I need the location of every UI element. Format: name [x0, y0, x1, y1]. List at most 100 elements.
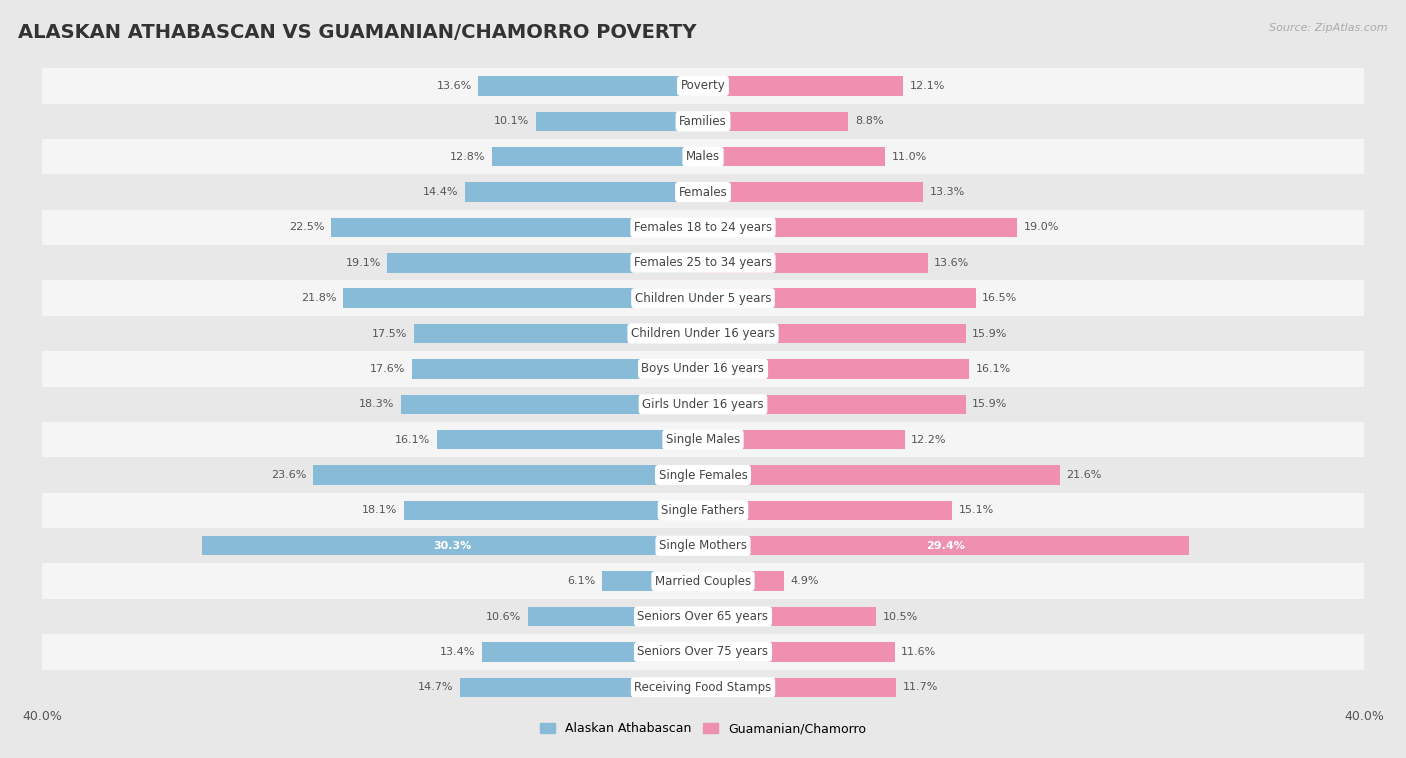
Text: 29.4%: 29.4% — [927, 540, 966, 551]
FancyBboxPatch shape — [10, 387, 1396, 422]
Text: 18.1%: 18.1% — [361, 506, 398, 515]
Text: 6.1%: 6.1% — [568, 576, 596, 586]
FancyBboxPatch shape — [10, 139, 1396, 174]
Bar — [482, 642, 703, 662]
Text: 15.1%: 15.1% — [959, 506, 994, 515]
Text: Single Fathers: Single Fathers — [661, 504, 745, 517]
Text: 19.0%: 19.0% — [1024, 222, 1059, 233]
Text: 18.3%: 18.3% — [359, 399, 394, 409]
Text: Females 25 to 34 years: Females 25 to 34 years — [634, 256, 772, 269]
Text: 11.0%: 11.0% — [891, 152, 927, 161]
Bar — [460, 678, 703, 697]
Text: 16.1%: 16.1% — [395, 434, 430, 445]
Bar — [703, 642, 894, 662]
FancyBboxPatch shape — [10, 280, 1396, 316]
Bar — [401, 394, 703, 414]
Bar — [703, 536, 1188, 556]
Text: 4.9%: 4.9% — [790, 576, 820, 586]
FancyBboxPatch shape — [10, 422, 1396, 457]
Text: 14.7%: 14.7% — [418, 682, 454, 692]
FancyBboxPatch shape — [10, 528, 1396, 563]
Text: 10.1%: 10.1% — [495, 116, 530, 127]
FancyBboxPatch shape — [10, 245, 1396, 280]
Legend: Alaskan Athabascan, Guamanian/Chamorro: Alaskan Athabascan, Guamanian/Chamorro — [534, 717, 872, 740]
Bar — [703, 678, 896, 697]
Bar — [703, 572, 785, 591]
Text: 8.8%: 8.8% — [855, 116, 883, 127]
FancyBboxPatch shape — [10, 210, 1396, 245]
FancyBboxPatch shape — [10, 669, 1396, 705]
Bar — [478, 77, 703, 96]
Bar — [703, 465, 1060, 485]
Text: 12.1%: 12.1% — [910, 81, 945, 91]
Bar — [602, 572, 703, 591]
Bar — [412, 359, 703, 379]
FancyBboxPatch shape — [10, 316, 1396, 351]
Text: 15.9%: 15.9% — [973, 328, 1008, 339]
FancyBboxPatch shape — [10, 174, 1396, 210]
Text: Boys Under 16 years: Boys Under 16 years — [641, 362, 765, 375]
Bar — [388, 253, 703, 273]
Bar — [437, 430, 703, 449]
Bar — [527, 607, 703, 626]
Bar — [536, 111, 703, 131]
Bar — [465, 183, 703, 202]
Bar — [703, 253, 928, 273]
Bar — [703, 111, 848, 131]
Bar — [703, 218, 1017, 237]
Text: Children Under 16 years: Children Under 16 years — [631, 327, 775, 340]
Text: 12.2%: 12.2% — [911, 434, 946, 445]
FancyBboxPatch shape — [10, 599, 1396, 634]
Text: Receiving Food Stamps: Receiving Food Stamps — [634, 681, 772, 694]
Text: Seniors Over 65 years: Seniors Over 65 years — [637, 610, 769, 623]
Bar — [703, 501, 952, 520]
Text: 23.6%: 23.6% — [271, 470, 307, 480]
Text: 17.5%: 17.5% — [373, 328, 408, 339]
Text: Single Females: Single Females — [658, 468, 748, 481]
Text: Females 18 to 24 years: Females 18 to 24 years — [634, 221, 772, 234]
Bar — [703, 147, 884, 167]
FancyBboxPatch shape — [10, 634, 1396, 669]
Bar — [492, 147, 703, 167]
Bar — [703, 288, 976, 308]
Text: Single Males: Single Males — [666, 433, 740, 446]
FancyBboxPatch shape — [10, 493, 1396, 528]
FancyBboxPatch shape — [10, 457, 1396, 493]
Bar — [703, 77, 903, 96]
Text: 19.1%: 19.1% — [346, 258, 381, 268]
Text: 12.8%: 12.8% — [450, 152, 485, 161]
Text: 16.5%: 16.5% — [983, 293, 1018, 303]
Text: 14.4%: 14.4% — [423, 187, 458, 197]
Bar — [314, 465, 703, 485]
Text: 30.3%: 30.3% — [433, 540, 472, 551]
Text: ALASKAN ATHABASCAN VS GUAMANIAN/CHAMORRO POVERTY: ALASKAN ATHABASCAN VS GUAMANIAN/CHAMORRO… — [18, 23, 697, 42]
Text: 16.1%: 16.1% — [976, 364, 1011, 374]
Bar — [404, 501, 703, 520]
Text: Families: Families — [679, 114, 727, 128]
Bar — [343, 288, 703, 308]
Bar — [703, 430, 904, 449]
Text: 17.6%: 17.6% — [370, 364, 405, 374]
Bar — [703, 607, 876, 626]
Bar — [703, 324, 966, 343]
Text: Females: Females — [679, 186, 727, 199]
FancyBboxPatch shape — [10, 351, 1396, 387]
Bar — [332, 218, 703, 237]
Text: 10.5%: 10.5% — [883, 612, 918, 622]
FancyBboxPatch shape — [10, 68, 1396, 104]
Text: Source: ZipAtlas.com: Source: ZipAtlas.com — [1270, 23, 1388, 33]
Bar — [202, 536, 703, 556]
Text: Males: Males — [686, 150, 720, 163]
Text: 13.4%: 13.4% — [440, 647, 475, 657]
Text: 21.8%: 21.8% — [301, 293, 336, 303]
Text: 13.6%: 13.6% — [436, 81, 471, 91]
Text: 15.9%: 15.9% — [973, 399, 1008, 409]
Text: 13.3%: 13.3% — [929, 187, 965, 197]
Text: 11.7%: 11.7% — [903, 682, 938, 692]
Text: Seniors Over 75 years: Seniors Over 75 years — [637, 645, 769, 659]
Text: Married Couples: Married Couples — [655, 575, 751, 587]
FancyBboxPatch shape — [10, 563, 1396, 599]
Bar — [703, 394, 966, 414]
Text: Girls Under 16 years: Girls Under 16 years — [643, 398, 763, 411]
Text: Children Under 5 years: Children Under 5 years — [634, 292, 772, 305]
